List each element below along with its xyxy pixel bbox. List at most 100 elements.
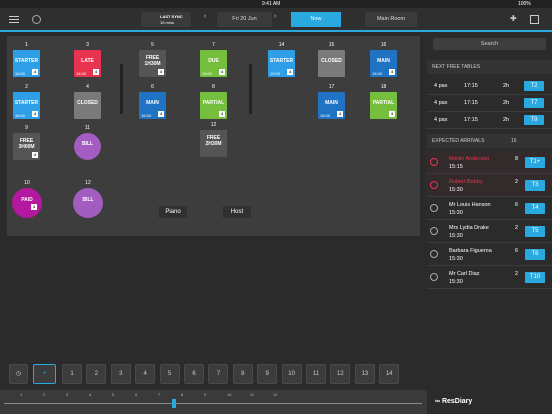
seat-button[interactable] — [430, 181, 438, 189]
arrival-time: 15:30 — [449, 256, 463, 262]
table[interactable]: DUE 16:00 4 — [200, 50, 227, 77]
arrival-row[interactable]: Mrs Lydia Drake 15:30 2 T5 — [427, 220, 552, 243]
walk-in-button[interactable]: ✚ — [510, 14, 517, 23]
seat-button[interactable] — [430, 204, 438, 212]
search-box[interactable]: Search — [433, 38, 546, 50]
section-header: EXPECTED ARRIVALS 16 — [427, 134, 552, 148]
table[interactable]: MAIN 16:00 4 — [370, 50, 397, 77]
add-booking-button[interactable] — [530, 15, 539, 24]
table-time: 16:30 — [76, 71, 87, 76]
sync-label: LAST SYNC — [160, 14, 183, 19]
filter-button[interactable]: 4 — [135, 364, 156, 384]
date-picker[interactable]: Fri 20 Jun — [217, 12, 272, 27]
duration: 2h — [503, 100, 510, 106]
brand-bar: ∞ ResDiary — [427, 390, 552, 414]
table[interactable]: STARTER 16:00 4 — [13, 92, 40, 119]
arrival-row[interactable]: Mr Louis Hanson 15:30 6 T4 — [427, 197, 552, 220]
table-time: 16:00 — [270, 71, 281, 76]
pax: 4 pax — [434, 117, 448, 123]
timeline-handle[interactable] — [172, 399, 176, 408]
filter-button[interactable]: 6 — [184, 364, 204, 384]
free-table-row[interactable]: 4 pax 17:15 2h T2 — [427, 78, 552, 95]
share-button[interactable] — [32, 15, 41, 24]
filter-button[interactable]: 7 — [208, 364, 229, 384]
filter-button[interactable]: 12 — [330, 364, 351, 384]
table-time: 16:00 — [202, 71, 213, 76]
table[interactable]: STARTER 16:00 4 — [13, 50, 40, 77]
table[interactable]: CLOSED — [74, 92, 101, 119]
table-status: MAIN — [325, 99, 338, 106]
arrival-row[interactable]: Robert Bobby 15:30 2 T3 — [427, 174, 552, 197]
filter-button[interactable]: 11 — [306, 364, 326, 384]
filter-button[interactable]: 1 — [62, 364, 82, 384]
filter-button[interactable]: 8 — [232, 364, 253, 384]
menu-button[interactable] — [9, 16, 19, 23]
covers: 6 — [515, 202, 519, 208]
brand: ∞ ResDiary — [435, 398, 473, 405]
table-tag: T7 — [524, 98, 544, 108]
filter-button[interactable]: 3 — [110, 364, 131, 384]
table-tag: T9 — [524, 115, 544, 125]
sync-status[interactable]: LAST SYNC 15 mins — [141, 12, 191, 27]
table-number: 14 — [278, 42, 285, 48]
clock-button[interactable]: ◷ — [9, 364, 28, 384]
free-table-row[interactable]: 4 pax 17:15 2h T9 — [427, 112, 552, 129]
table-status: FREE 1H30M — [144, 54, 161, 67]
table-covers: 4 — [219, 111, 225, 117]
table[interactable]: LATE 16:30 4 — [74, 50, 101, 77]
table[interactable]: FREE 2H30M — [200, 130, 227, 157]
filter-button[interactable]: 2 — [86, 364, 107, 384]
table-status: DUE — [208, 57, 219, 64]
table[interactable]: FREE 3H00M 4 — [13, 133, 40, 160]
table[interactable]: PAID 4 — [12, 188, 42, 218]
divider — [120, 64, 123, 114]
table[interactable]: PARTIAL 4 — [370, 92, 397, 119]
section-header: NEXT FREE TABLES — [427, 60, 552, 74]
seat-button[interactable] — [430, 250, 438, 258]
timeline-label: 11 — [250, 392, 255, 397]
table-number: 11 — [84, 125, 91, 131]
free-time: 17:15 — [464, 83, 478, 89]
table[interactable]: MAIN 16:00 4 — [139, 92, 166, 119]
timeline-label: 5 — [112, 392, 115, 397]
area-label: Piano — [159, 206, 187, 218]
table-covers: 4 — [337, 111, 343, 117]
arrival-row[interactable]: Barbara Figueroa 15:30 6 T6 — [427, 243, 552, 266]
filter-button[interactable]: 10 — [281, 364, 302, 384]
filter-button[interactable]: 14 — [379, 364, 400, 384]
now-button[interactable]: Now — [291, 12, 341, 27]
arrival-row[interactable]: Mr Carl Diaz 15:30 2 T10 — [427, 266, 552, 289]
table-tag: T5 — [525, 226, 545, 237]
prev-day[interactable]: ‹ — [204, 13, 207, 20]
arrival-row[interactable]: Martin Anderson 15:15 8 T1+ — [427, 151, 552, 174]
room-select[interactable]: Main Room — [365, 12, 417, 27]
free-table-row[interactable]: 4 pax 17:15 2h T7 — [427, 95, 552, 112]
table[interactable]: STARTER 16:00 4 — [268, 50, 295, 77]
arrival-time: 15:30 — [449, 233, 463, 239]
table-status: MAIN — [146, 99, 159, 106]
timeline-label: 7 — [158, 392, 161, 397]
table[interactable]: BILL — [74, 133, 101, 160]
seat-button[interactable] — [430, 227, 438, 235]
filter-button[interactable]: 5 — [159, 364, 180, 384]
table-status: FREE 2H30M — [205, 134, 222, 147]
table-time: 16:00 — [372, 71, 383, 76]
table[interactable]: PARTIAL 4 — [200, 92, 227, 119]
filter-button[interactable]: 13 — [354, 364, 375, 384]
table[interactable]: FREE 1H30M 4 — [139, 50, 166, 77]
seat-button[interactable] — [430, 273, 438, 281]
table-number: 3 — [86, 42, 89, 48]
covers: 2 — [515, 225, 519, 231]
table[interactable]: CLOSED — [318, 50, 345, 77]
table-status: CLOSED — [321, 57, 342, 64]
table-covers: 4 — [389, 111, 395, 117]
timeline-label: 10 — [227, 392, 232, 397]
arrival-time: 15:15 — [449, 164, 463, 170]
seat-button[interactable] — [430, 158, 438, 166]
add-guest-button[interactable]: + — [33, 364, 56, 384]
table-number: 7 — [212, 42, 215, 48]
filter-button[interactable]: 9 — [257, 364, 278, 384]
table[interactable]: BILL — [73, 188, 103, 218]
next-day[interactable]: › — [274, 13, 277, 20]
table[interactable]: MAIN 16:00 4 — [318, 92, 345, 119]
